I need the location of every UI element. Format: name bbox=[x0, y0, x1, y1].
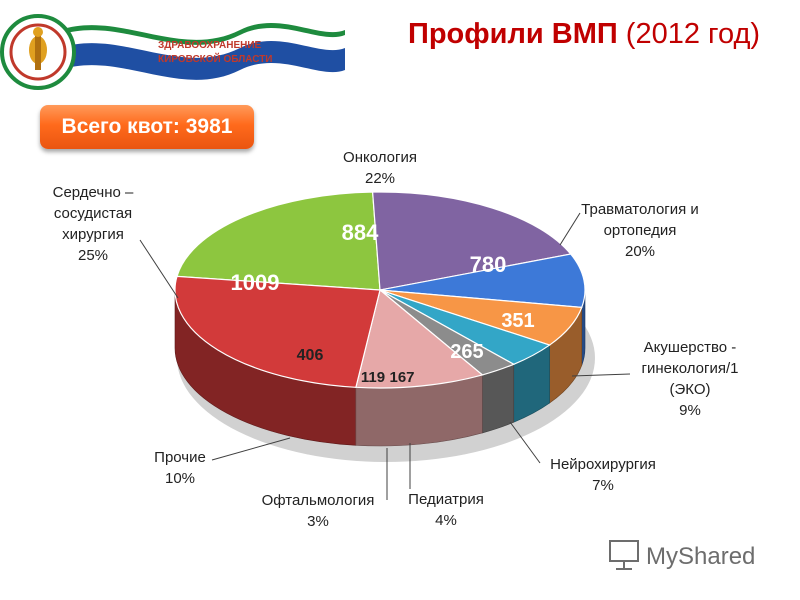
category-label: Акушерство - bbox=[644, 339, 737, 356]
category-label: Офтальмология bbox=[262, 492, 375, 509]
category-percent: 25% bbox=[78, 247, 108, 264]
data-label: 265 bbox=[450, 341, 483, 363]
presentation-icon bbox=[609, 540, 639, 570]
watermark: MyShared bbox=[609, 540, 755, 570]
total-quota-label: Всего квот: 3981 bbox=[61, 115, 233, 138]
data-label: 884 bbox=[342, 220, 379, 245]
pie-slice bbox=[355, 288, 484, 389]
category-percent: 9% bbox=[679, 402, 701, 419]
category-label: (ЭКО) bbox=[669, 381, 710, 398]
pie-slice-side bbox=[482, 363, 515, 434]
total-quota-badge: Всего квот: 3981 bbox=[40, 105, 254, 149]
data-label: 167 bbox=[389, 369, 414, 386]
category-percent: 10% bbox=[165, 470, 195, 487]
category-label: Травматология и bbox=[581, 201, 699, 218]
leader-line bbox=[559, 212, 581, 246]
leader-line bbox=[509, 421, 541, 464]
category-percent: 7% bbox=[592, 477, 614, 494]
title-main: Профили ВМП bbox=[408, 18, 618, 50]
data-label: 780 bbox=[470, 252, 507, 277]
pie-slice bbox=[176, 191, 381, 291]
page-title: Профили ВМП (2012 год) bbox=[408, 18, 788, 51]
logo-text-line1: ЗДРАВООХРАНЕНИЕ bbox=[158, 40, 262, 51]
category-label: хирургия bbox=[62, 226, 124, 243]
category-label: сосудистая bbox=[54, 205, 132, 222]
data-label: 351 bbox=[501, 310, 534, 332]
leader-line bbox=[211, 437, 291, 461]
data-label: 406 bbox=[297, 347, 324, 364]
data-label: 1009 bbox=[231, 270, 280, 295]
watermark-text: MyShared bbox=[646, 543, 755, 570]
category-label: Педиатрия bbox=[408, 491, 484, 508]
category-percent: 20% bbox=[625, 243, 655, 260]
pie-slice bbox=[371, 191, 572, 291]
category-percent: 4% bbox=[435, 512, 457, 529]
logo: ЗДРАВООХРАНЕНИЕ КИРОВСКОЙ ОБЛАСТИ bbox=[0, 14, 345, 90]
pie-slice bbox=[174, 275, 381, 388]
data-label: 119 bbox=[361, 369, 385, 386]
title-year: (2012 год) bbox=[625, 18, 761, 50]
logo-text-line2: КИРОВСКОЙ ОБЛАСТИ bbox=[158, 52, 273, 65]
category-percent: 22% bbox=[365, 170, 395, 187]
category-label: гинекология/1 bbox=[642, 360, 739, 377]
category-label: Онкология bbox=[343, 149, 417, 166]
leader-line bbox=[571, 373, 631, 377]
category-label: ортопедия bbox=[604, 222, 677, 239]
category-label: Нейрохирургия bbox=[550, 456, 656, 473]
leader-line bbox=[139, 239, 179, 299]
category-label: Сердечно – bbox=[53, 184, 134, 201]
category-label: Прочие bbox=[154, 449, 206, 466]
category-percent: 3% bbox=[307, 513, 329, 530]
